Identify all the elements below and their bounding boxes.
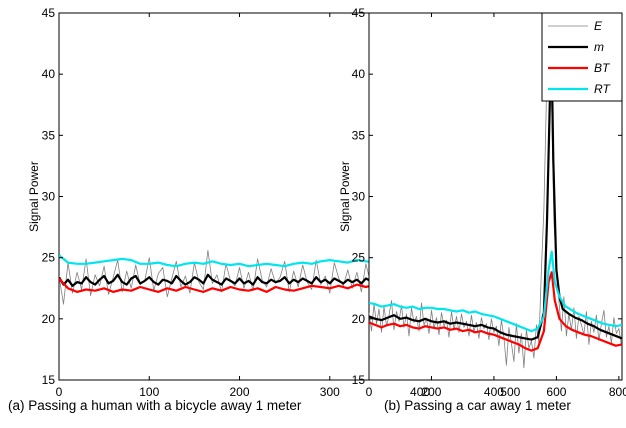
- x-tick-label: 800: [609, 385, 626, 399]
- y-axis-label: Signal Power: [27, 161, 41, 232]
- chart-caption: (a) Passing a human with a bicycle away …: [8, 398, 302, 413]
- y-tick-label: 15: [42, 373, 56, 387]
- series-line-bt: [369, 271, 622, 352]
- x-tick-label: 300: [320, 385, 340, 399]
- x-tick-label: 600: [546, 385, 566, 399]
- legend: Em BT RT: [541, 12, 623, 102]
- y-tick-label: 45: [352, 6, 366, 20]
- y-tick-label: 20: [42, 312, 56, 326]
- y-tick-label: 35: [42, 128, 56, 142]
- x-tick-label: 0: [56, 385, 63, 399]
- series-line-rt: [369, 250, 622, 333]
- y-tick-label: 15: [352, 373, 366, 387]
- x-tick-label: 400: [484, 385, 504, 399]
- y-tick-label: 25: [42, 251, 56, 265]
- y-axis-label: Signal Power: [338, 161, 352, 232]
- y-tick-label: 35: [352, 128, 366, 142]
- y-tick-label: 25: [352, 251, 366, 265]
- legend-box: [541, 12, 623, 102]
- y-tick-label: 20: [352, 312, 366, 326]
- x-tick-label: 200: [230, 385, 250, 399]
- y-tick-label: 30: [42, 190, 56, 204]
- legend-label-e: E: [594, 19, 603, 33]
- chart-caption: (b) Passing a car away 1 meter: [384, 398, 571, 413]
- y-tick-label: 40: [352, 67, 366, 81]
- legend-label-rt: RT: [594, 82, 611, 96]
- x-tick-label: 100: [139, 385, 159, 399]
- x-tick-label: 200: [421, 385, 441, 399]
- y-tick-label: 45: [42, 6, 56, 20]
- series-line-m: [369, 60, 622, 341]
- legend-label-m: m: [594, 40, 604, 54]
- y-tick-label: 30: [352, 190, 366, 204]
- x-tick-label: 0: [366, 385, 373, 399]
- x-tick-label: 500: [500, 385, 520, 399]
- y-tick-label: 40: [42, 67, 56, 81]
- x-tick-label: 400: [410, 385, 430, 399]
- legend-label-bt: BT: [594, 61, 611, 75]
